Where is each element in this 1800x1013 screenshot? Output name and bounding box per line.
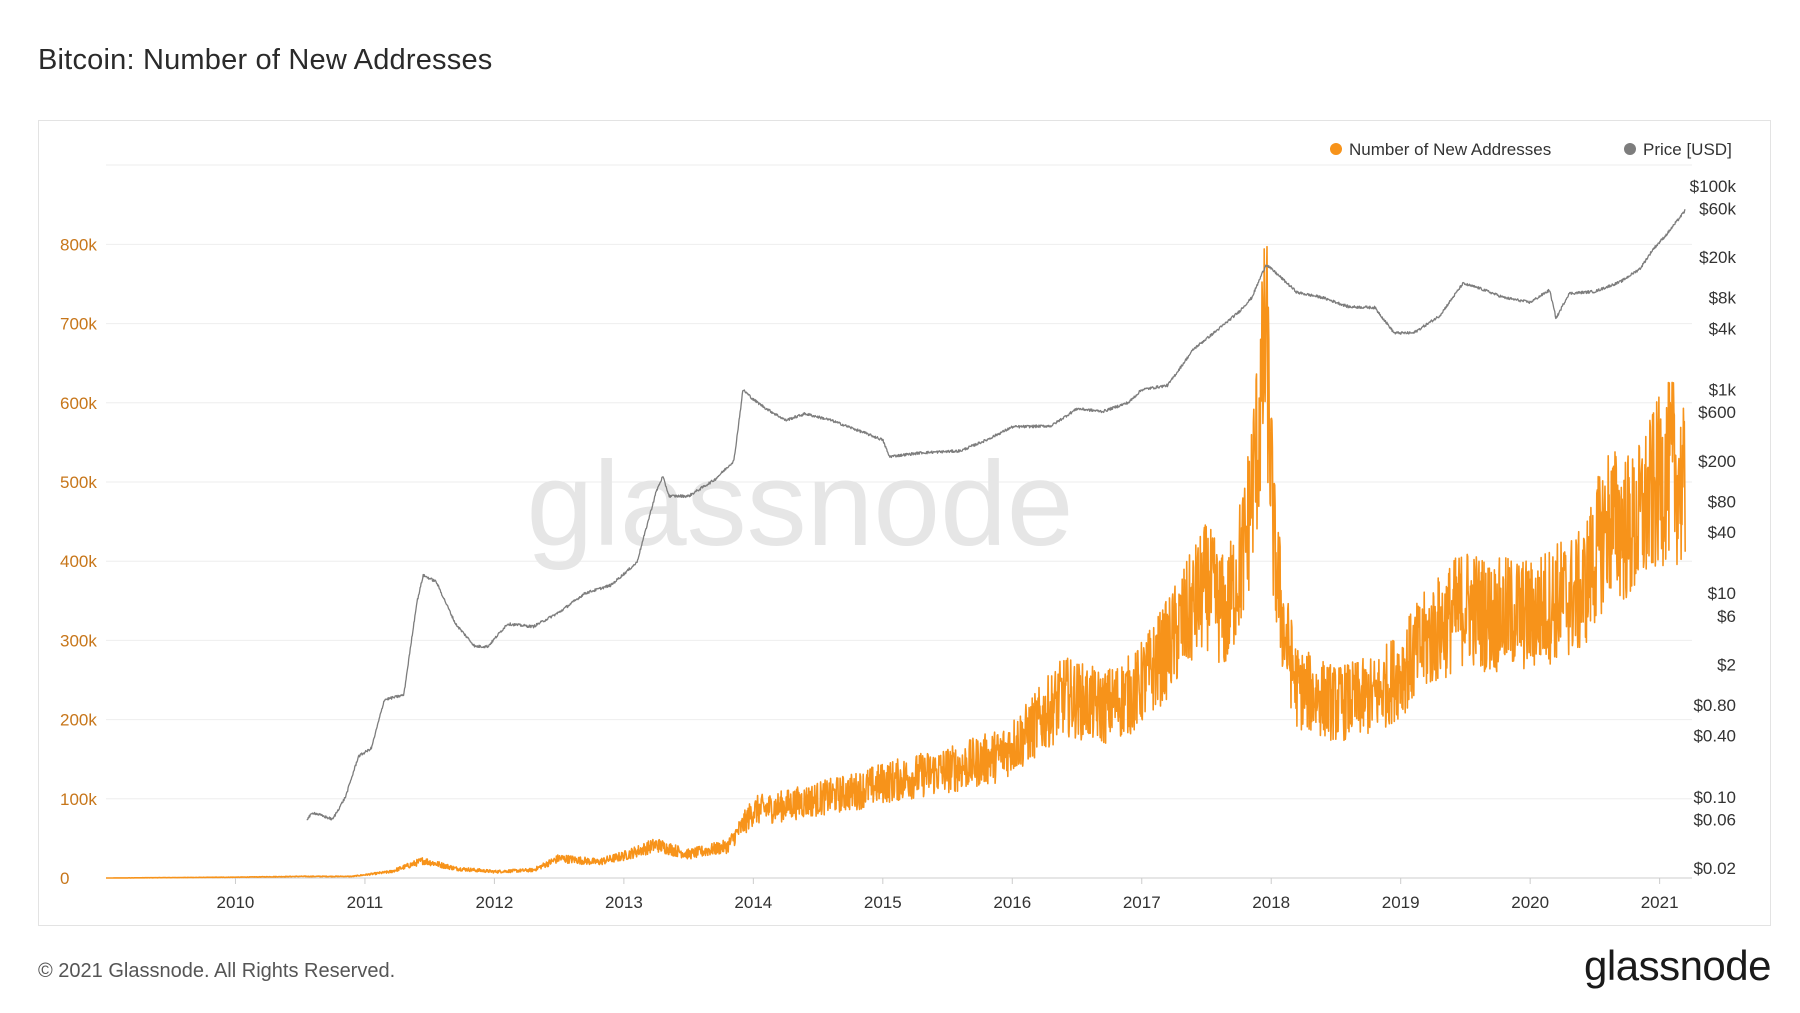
addresses-legend-dot-icon (1330, 143, 1342, 155)
y-right-tick-label: $200 (1698, 452, 1736, 471)
x-tick-label: 2012 (475, 893, 513, 912)
x-tick-label: 2013 (605, 893, 643, 912)
legend-item-price[interactable]: Price [USD] (1624, 140, 1732, 159)
y-left-tick-label: 300k (60, 631, 97, 650)
axes-layer: 0 100k 200k 300k 400k 500k 600k 700k 800k $0.02 $0… (60, 177, 1736, 912)
y-left-tick-label: 700k (60, 315, 97, 334)
y-right-tick-label: $4k (1709, 319, 1737, 338)
x-tick-label: 2015 (864, 893, 902, 912)
y-right-tick-label: $8k (1709, 289, 1737, 308)
y-right-tick-label: $10 (1708, 584, 1736, 603)
y-left-tick-label: 800k (60, 235, 97, 254)
legend-item-addresses[interactable]: Number of New Addresses (1330, 140, 1551, 159)
y-right-tick-label: $40 (1708, 523, 1736, 542)
y-left-tick-label: 100k (60, 790, 97, 809)
y-left-tick-label: 400k (60, 552, 97, 571)
series-layer (105, 208, 1686, 879)
y-right-tick-label: $80 (1708, 492, 1736, 511)
x-tick-label: 2020 (1511, 893, 1549, 912)
y-right-tick-label: $0.02 (1693, 859, 1736, 878)
x-tick-label: 2011 (347, 893, 384, 912)
watermark-text: glassnode (526, 437, 1073, 571)
legend-label: Number of New Addresses (1349, 140, 1551, 159)
y-right-tick-label: $0.10 (1693, 788, 1736, 807)
copyright-footer: © 2021 Glassnode. All Rights Reserved. (38, 960, 396, 982)
price-series-line (306, 208, 1686, 821)
y-right-tick-label: $0.80 (1693, 696, 1736, 715)
y-right-tick-label: $0.06 (1693, 810, 1736, 829)
addresses-series-line (105, 245, 1686, 879)
price-legend-dot-icon (1624, 143, 1636, 155)
y-right-tick-label: $2 (1717, 655, 1736, 674)
legend[interactable]: Number of New Addresses Price [USD] (1330, 140, 1732, 159)
x-tick-label: 2018 (1252, 893, 1290, 912)
y-right-tick-label: $600 (1698, 403, 1736, 422)
y-left-tick-label: 0 (60, 869, 69, 888)
x-tick-label: 2014 (734, 893, 772, 912)
y-right-tick-label: $6 (1717, 607, 1736, 626)
y-right-tick-label: $20k (1699, 248, 1736, 267)
x-tick-label: 2019 (1382, 893, 1420, 912)
x-tick-label: 2016 (993, 893, 1031, 912)
page-title: Bitcoin: Number of New Addresses (38, 44, 493, 76)
y-left-tick-label: 200k (60, 711, 97, 730)
y-left-tick-label: 500k (60, 473, 97, 492)
y-left-tick-label: 600k (60, 394, 97, 413)
x-tick-label: 2017 (1123, 893, 1161, 912)
chart-frame (38, 120, 1771, 926)
glassnode-logo[interactable]: glassnode (1584, 942, 1771, 989)
x-tick-label: 2010 (217, 893, 255, 912)
legend-label: Price [USD] (1643, 140, 1732, 159)
y-right-tick-label: $100k (1690, 177, 1737, 196)
y-right-tick-label: $60k (1699, 200, 1736, 219)
y-right-tick-label: $1k (1709, 381, 1737, 400)
x-tick-label: 2021 (1641, 893, 1679, 912)
y-right-tick-label: $0.40 (1693, 727, 1736, 746)
